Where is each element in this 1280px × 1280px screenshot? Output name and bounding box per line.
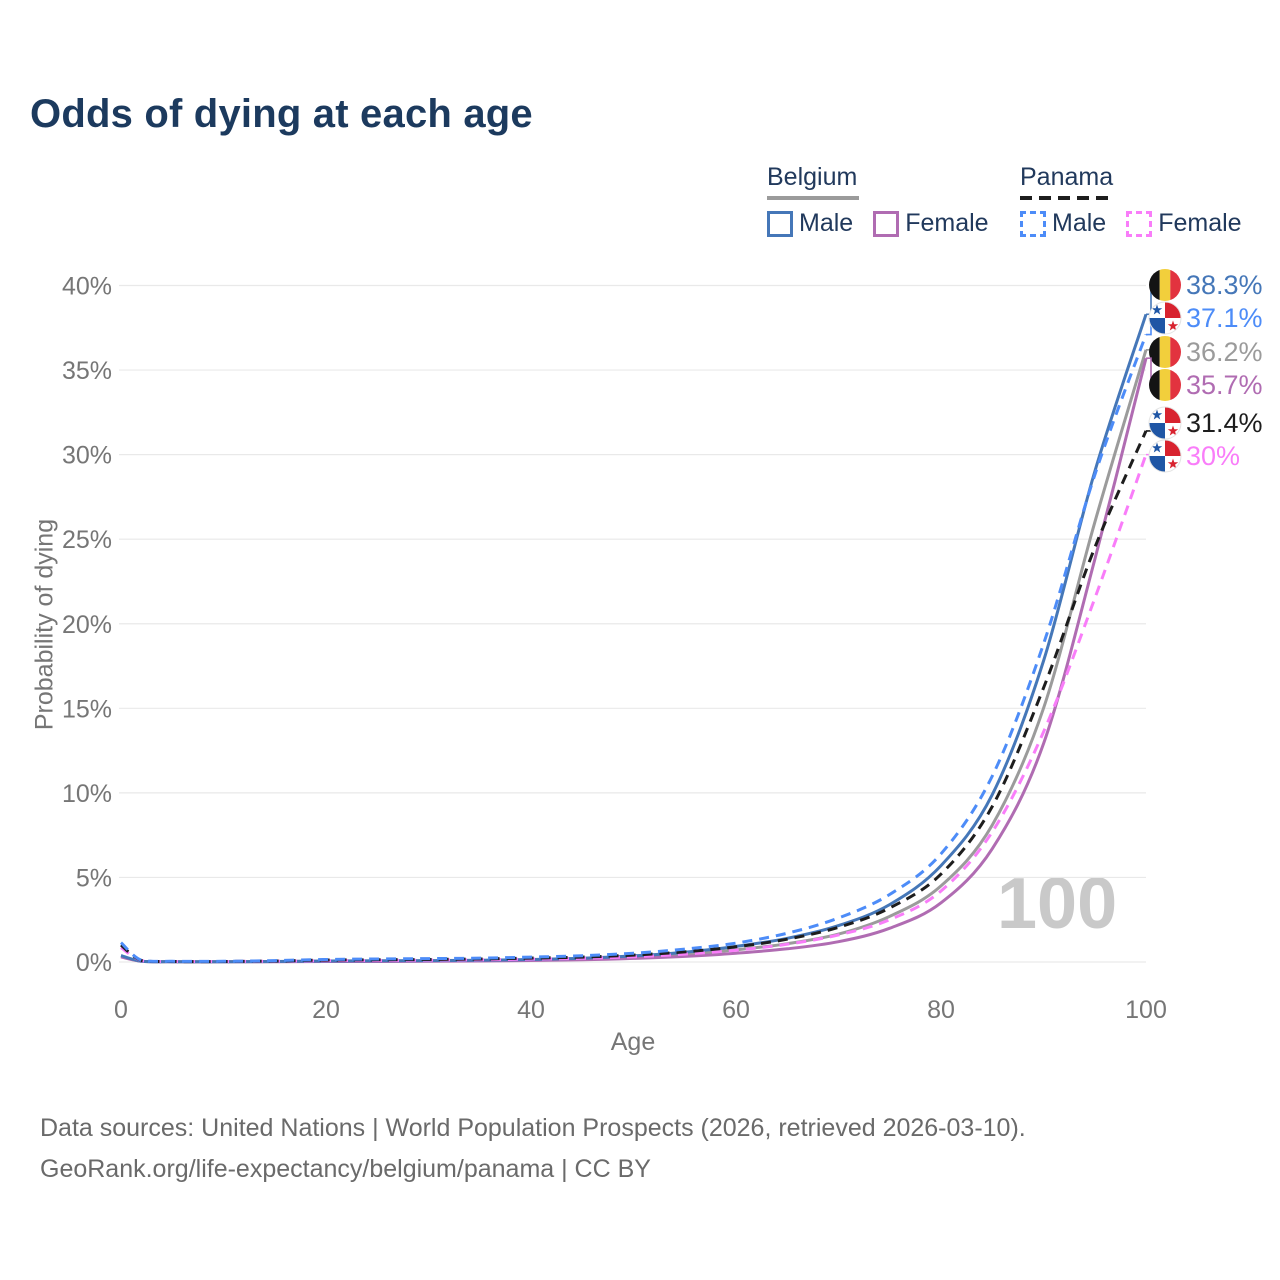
y-tick-label: 15% (62, 695, 112, 723)
x-axis-title: Age (610, 1028, 656, 1056)
legend-group-belgium-title: Belgium (767, 163, 858, 191)
end-label-belgium-both: 36.2% (1186, 337, 1263, 367)
belgium-flag-icon (1149, 369, 1181, 401)
source-attribution: Data sources: United Nations | World Pop… (40, 1108, 1026, 1190)
data-source-line: Data sources: United Nations | World Pop… (40, 1114, 1026, 1142)
x-tick-label: 20 (312, 996, 340, 1024)
panama-flag-icon (1149, 440, 1181, 472)
legend-label-panama-male: Male (1052, 209, 1107, 237)
end-label-panama-female: 30% (1186, 441, 1240, 471)
y-tick-label: 5% (76, 864, 112, 892)
end-label-panama-male: 37.1% (1186, 303, 1263, 333)
belgium-flag-icon (1149, 269, 1181, 301)
legend-swatch-belgium-male (767, 210, 793, 237)
legend-panama-line-sample (1020, 196, 1112, 200)
x-tick-label: 100 (1125, 996, 1167, 1024)
end-labels: 38.3%37.1% 36.2%35.7% 31.4%30% (1146, 269, 1263, 472)
legend-group-panama: Panama Male Female (1020, 163, 1262, 238)
y-tick-label: 10% (62, 780, 112, 808)
gridlines: 0% 5% 10% 15% 20% 25% 30% 35% 40% 0 20 40 60 80 100 (62, 273, 1167, 1025)
end-label-panama-both: 31.4% (1186, 408, 1263, 438)
legend-group-panama-title: Panama (1020, 163, 1114, 191)
x-tick-label: 0 (114, 996, 128, 1024)
legend-panama-items: Male Female (1020, 209, 1262, 238)
x-tick-label: 80 (927, 996, 955, 1024)
panama-flag-icon (1149, 302, 1181, 334)
line-belgium-male (120, 313, 1148, 964)
y-tick-label: 20% (62, 611, 112, 639)
series-lines (119, 313, 1148, 964)
y-axis-title: Probability of dying (30, 518, 59, 731)
watermark-age-100: 100 (997, 864, 1118, 944)
x-tick-label: 60 (722, 996, 750, 1024)
legend-belgium-items: Male Female (767, 209, 1009, 238)
legend-swatch-panama-male (1020, 210, 1046, 237)
y-tick-label: 25% (62, 526, 112, 554)
x-tick-label: 40 (517, 996, 545, 1024)
legend-label-panama-female: Female (1158, 209, 1242, 237)
page-title: Odds of dying at each age (30, 92, 533, 136)
license-line: GeoRank.org/life-expectancy/belgium/pana… (40, 1155, 651, 1183)
y-tick-label: 30% (62, 442, 112, 470)
belgium-flag-icon (1149, 336, 1181, 368)
line-panama-female (120, 454, 1148, 964)
y-tick-label: 0% (76, 949, 112, 977)
end-label-belgium-male: 38.3% (1186, 270, 1263, 300)
line-panama-male (119, 333, 1148, 963)
legend-label-belgium-female: Female (905, 209, 989, 237)
panama-flag-icon (1149, 407, 1181, 439)
legend-group-belgium: Belgium Male Female (767, 163, 1009, 238)
line-belgium-female (120, 357, 1148, 964)
end-label-belgium-female: 35.7% (1186, 370, 1263, 400)
y-tick-label: 35% (62, 357, 112, 385)
legend-swatch-belgium-female (873, 210, 900, 237)
y-tick-label: 40% (62, 273, 112, 301)
legend-label-belgium-male: Male (799, 209, 854, 237)
line-panama-both (120, 430, 1148, 964)
legend-belgium-line-sample (767, 196, 859, 200)
line-belgium-both (120, 349, 1148, 964)
legend-swatch-panama-female (1126, 210, 1153, 237)
